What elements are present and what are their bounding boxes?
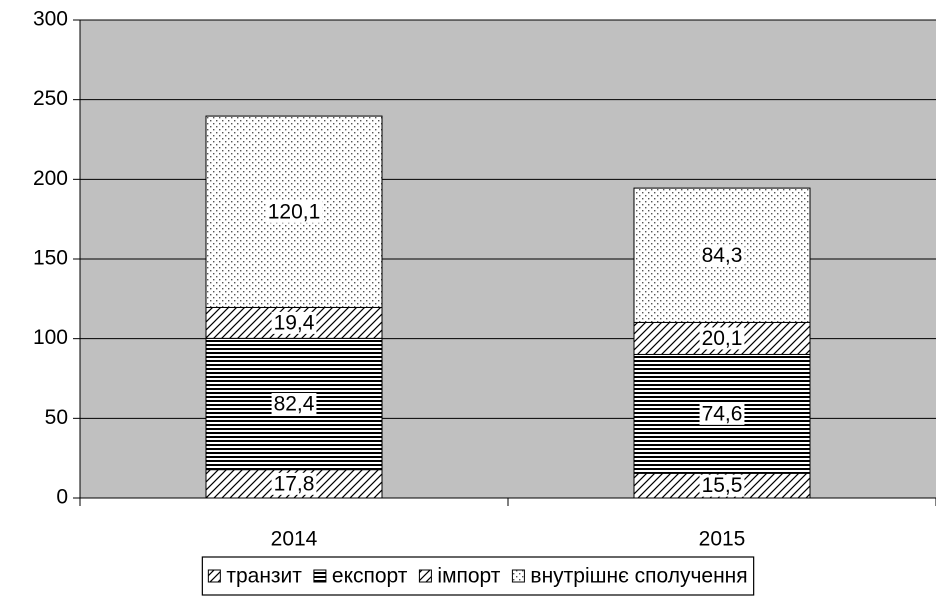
y-tick-label: 100 xyxy=(33,326,68,349)
y-tick-label: 250 xyxy=(33,87,68,110)
data-label: 82,4 xyxy=(274,393,315,416)
data-label: 74,6 xyxy=(702,402,743,425)
data-label: 20,1 xyxy=(702,327,743,350)
legend-box xyxy=(201,556,755,596)
label-bg xyxy=(699,402,745,425)
y-tick-label: 150 xyxy=(33,247,68,270)
legend-swatch xyxy=(511,569,525,583)
legend-swatch xyxy=(313,569,327,583)
legend-swatch xyxy=(418,569,432,583)
label-bg xyxy=(271,472,317,495)
legend-label: експорт xyxy=(332,565,408,588)
legend-label: транзит xyxy=(226,565,302,588)
data-label: 17,8 xyxy=(274,472,315,495)
x-tick-label: 2014 xyxy=(271,528,318,551)
label-bg xyxy=(265,200,323,223)
legend-label: внутрішнє сполучення xyxy=(530,565,747,588)
y-tick-label: 300 xyxy=(33,8,68,31)
y-tick-label: 0 xyxy=(56,486,68,509)
y-tick-label: 200 xyxy=(33,167,68,190)
x-tick-label: 2015 xyxy=(699,528,746,551)
label-bg xyxy=(271,392,317,415)
label-bg xyxy=(699,474,745,497)
y-tick-label: 50 xyxy=(45,406,68,429)
data-label: 15,5 xyxy=(702,474,743,497)
data-label: 120,1 xyxy=(268,200,321,223)
legend-swatch xyxy=(207,569,221,583)
label-bg xyxy=(699,327,745,350)
data-label: 84,3 xyxy=(702,244,743,267)
legend: транзит експорт імпорт внутрішнє сполучення xyxy=(201,556,755,596)
legend-label: імпорт xyxy=(437,565,500,588)
label-bg xyxy=(699,244,745,267)
data-label: 19,4 xyxy=(274,311,315,334)
label-bg xyxy=(271,311,317,334)
